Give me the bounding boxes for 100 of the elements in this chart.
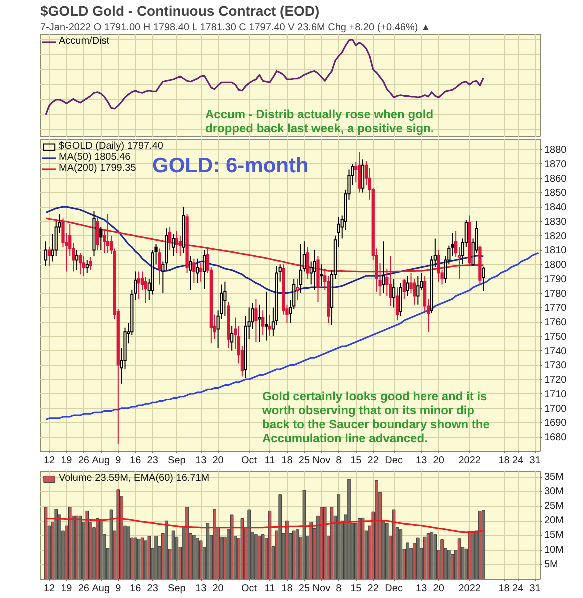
x-tick-label: 26	[78, 456, 90, 466]
candlestick	[472, 238, 475, 267]
bar	[423, 536, 427, 580]
x-tick-label: 18	[282, 584, 294, 594]
bar	[213, 509, 216, 580]
candlestick	[302, 241, 306, 272]
candlestick	[434, 238, 437, 268]
x-tick-label: 20	[212, 456, 224, 466]
candlestick	[340, 215, 344, 240]
candlestick	[389, 255, 392, 307]
candlestick	[358, 152, 362, 194]
candlestick	[478, 245, 482, 286]
bar	[434, 534, 438, 580]
y-tick-label: 10M	[544, 544, 564, 556]
bar	[386, 523, 389, 580]
candlestick	[175, 231, 179, 254]
x-tick-label: 26	[78, 584, 90, 594]
legend-label: MA(50) 1805.46	[59, 152, 131, 163]
text: GOLD: 6-month	[152, 154, 309, 178]
bar	[192, 535, 196, 580]
x-tick-label: 22	[368, 456, 380, 466]
x-tick-label: Oct	[242, 456, 258, 466]
x-tick-label: Sep	[168, 584, 186, 594]
legend-label: MA(200) 1799.35	[59, 163, 136, 174]
bar	[44, 507, 48, 580]
bar	[448, 550, 451, 580]
y-tick-label: 1750	[544, 332, 568, 343]
bar	[96, 518, 100, 580]
x-tick-label: Dec	[385, 584, 403, 594]
y-tick-label: 1800	[544, 260, 568, 272]
candlestick	[151, 250, 154, 296]
x-tick-label: 13	[416, 456, 428, 466]
x-tick-label: 11	[264, 456, 276, 466]
bar	[68, 507, 72, 580]
bar	[75, 516, 79, 580]
candlestick	[461, 238, 465, 266]
x-tick-label: 16	[130, 584, 142, 594]
bar	[148, 536, 152, 580]
candlestick	[200, 262, 203, 282]
candlestick	[120, 347, 124, 384]
candlestick	[262, 310, 265, 336]
bar	[199, 540, 203, 580]
candlestick	[227, 301, 230, 348]
bar	[361, 518, 365, 580]
x-tick-label: 20	[433, 456, 445, 466]
y-tick-label: 1770	[544, 303, 568, 314]
y-tick-label: 35M	[544, 472, 564, 483]
candlestick	[54, 220, 58, 256]
candlestick	[337, 216, 340, 248]
bar	[330, 507, 334, 580]
x-tick-label: 18	[498, 456, 510, 466]
candlestick	[134, 271, 138, 302]
y-tick-label: 1870	[544, 159, 568, 170]
x-tick-label: 13	[196, 584, 208, 594]
y-tick-label: 1730	[544, 360, 568, 372]
candlestick	[189, 255, 192, 291]
bar	[116, 490, 120, 580]
candlestick	[192, 258, 196, 284]
bar	[324, 507, 327, 580]
bar	[292, 530, 296, 580]
bar	[110, 510, 114, 580]
x-tick-label: 2022	[458, 456, 482, 466]
candlestick	[182, 206, 186, 254]
y-tick-label: 1840	[544, 202, 568, 214]
bar	[154, 536, 158, 580]
y-tick-label: 15M	[544, 530, 564, 542]
y-tick-label: 1810	[544, 246, 568, 257]
line-series	[45, 252, 540, 421]
candlestick	[464, 220, 468, 248]
x-tick-label: Nov	[312, 584, 331, 594]
y-tick-label: 1780	[544, 288, 568, 300]
candlestick	[451, 232, 454, 256]
x-tick-label: 18	[498, 584, 510, 594]
bar	[268, 510, 272, 580]
x-tick-label: 2022	[458, 584, 482, 594]
candlestick	[168, 226, 172, 251]
y-tick-label: 1740	[544, 346, 568, 358]
x-tick-label: 24	[512, 584, 524, 594]
x-tick-label: 18	[282, 456, 294, 466]
candlestick	[292, 278, 296, 310]
bar	[458, 538, 462, 580]
legend-label: $GOLD (Daily) 1797.40	[59, 141, 164, 152]
x-tick-label: 15	[350, 584, 362, 594]
bar	[406, 542, 410, 580]
candlestick	[158, 248, 162, 286]
x-tick-label: Nov	[312, 456, 331, 466]
legend-label: Accum/Dist	[59, 36, 110, 47]
candlestick	[96, 216, 100, 251]
candlestick	[348, 169, 351, 200]
y-tick-label: 5M	[544, 559, 558, 570]
y-tick-label: 1850	[544, 188, 568, 200]
candlestick	[216, 310, 220, 348]
candlestick	[230, 326, 234, 352]
candlestick	[475, 220, 478, 254]
bar	[468, 532, 472, 580]
candlestick	[299, 244, 303, 294]
candlestick	[178, 235, 182, 256]
x-tick-label: 13	[416, 584, 428, 594]
bar	[230, 514, 234, 580]
candlestick	[165, 228, 168, 271]
